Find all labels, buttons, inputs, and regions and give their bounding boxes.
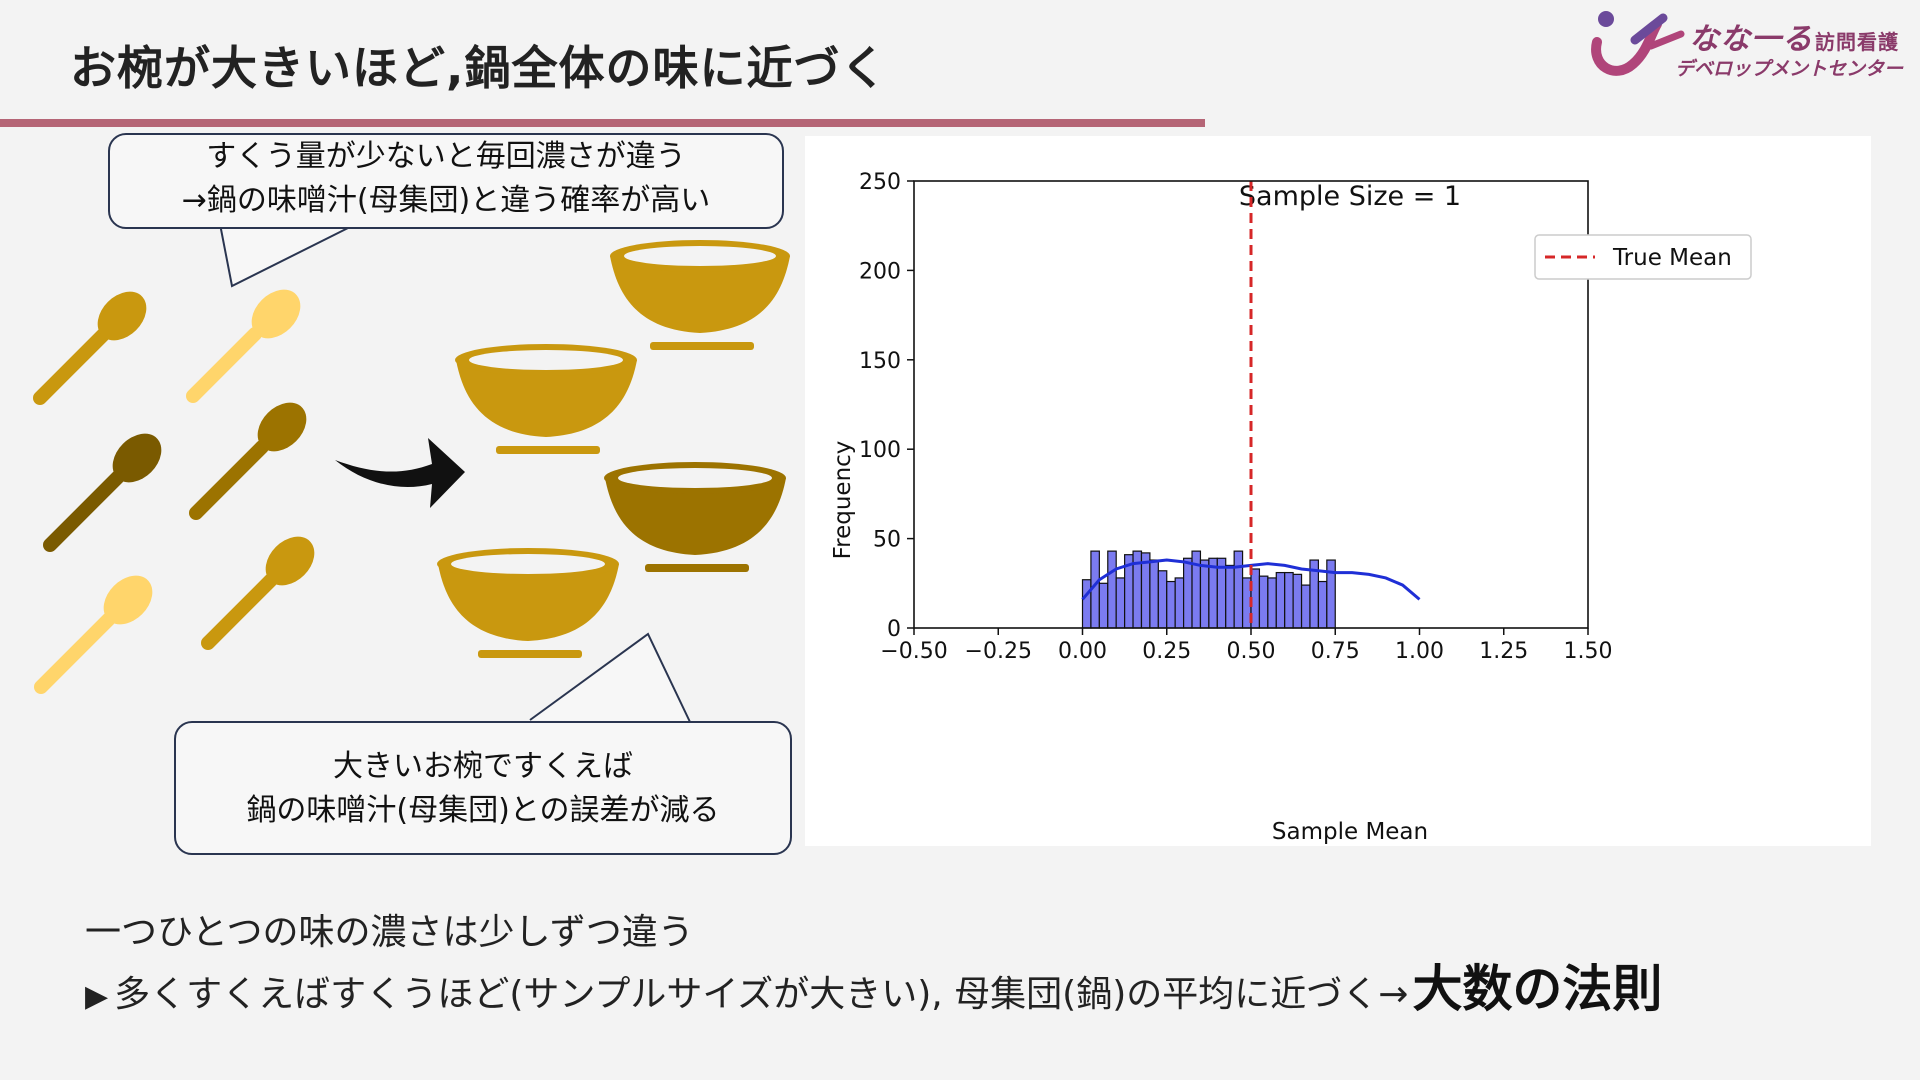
soup-illustration (33, 223, 790, 723)
histogram-panel: Sample Size = 1 Sample Mean Frequency −0… (805, 136, 1871, 846)
histogram-bar (1140, 552, 1151, 629)
bowl-icon (437, 548, 619, 658)
title-underline (0, 119, 1205, 127)
histogram-bar (1081, 579, 1092, 629)
spoon-icon (186, 289, 301, 403)
y-tick-label: 50 (873, 528, 901, 553)
x-tick-label: −0.25 (965, 639, 1032, 664)
chart-title: Sample Size = 1 (1239, 181, 1461, 212)
histogram-bar (1174, 577, 1185, 629)
histogram-bar (1284, 571, 1294, 629)
histogram-bar (1107, 550, 1117, 629)
x-tick-label: 1.00 (1395, 639, 1444, 664)
histogram-bar (1233, 550, 1244, 629)
histogram-bar (1157, 570, 1168, 629)
spoon-icon (189, 402, 307, 520)
callout-line: →鍋の味噌汁(母集団)と違う確率が高い (181, 183, 711, 218)
page-title: お椀が大きいほど,鍋全体の味に近づく (70, 41, 888, 95)
triangle-bullet-icon: ▶ (85, 979, 109, 1014)
histogram-bar (1300, 584, 1311, 629)
note-line-1: 一つひとつの味の濃さは少しずつ違う (85, 912, 694, 953)
company-logo: なな一る 訪問看護 デベロップメントセンター (1585, 6, 1915, 88)
callout-line: すくう量が少ないと毎回濃さが違う (206, 139, 686, 174)
x-tick-label: 0.25 (1142, 639, 1191, 664)
logo-name: なな一る 訪問看護 (1689, 14, 1899, 58)
x-tick-label: 0.50 (1227, 639, 1276, 664)
x-tick-label: 1.25 (1479, 639, 1528, 664)
logo-subtitle: デベロップメントセンター (1675, 58, 1904, 80)
y-axis-label: Frequency (830, 441, 856, 560)
y-tick-label: 250 (859, 170, 901, 195)
histogram-bar (1225, 564, 1235, 629)
note-line-2: ▶ 多くすくえばすくうほど(サンプルサイズが大きい), 母集団(鍋)の平均に近づ… (85, 961, 1662, 1025)
histogram-bar (1292, 573, 1303, 629)
logo-name-main: なな一る (1689, 22, 1813, 57)
histogram-bar (1199, 559, 1210, 629)
spoon-icon (33, 291, 147, 405)
summary-notes: 一つひとつの味の濃さは少しずつ違う ▶ 多くすくえばすくうほど(サンプルサイズが… (85, 905, 1662, 1025)
note-line-2-text: 多くすくえばすくうほど(サンプルサイズが大きい), 母集団(鍋)の平均に近づく→ (114, 974, 1409, 1015)
bowl-icon (610, 240, 790, 350)
logo-mark-icon (1591, 11, 1685, 76)
histogram-bar (1258, 575, 1269, 629)
chart-legend: True Mean (1534, 234, 1752, 280)
x-tick-label: 0.75 (1311, 639, 1360, 664)
legend-box (1534, 234, 1752, 280)
spoon-icon (43, 433, 162, 552)
histogram-bar (1317, 580, 1328, 629)
law-of-large-numbers: 大数の法則 (1412, 960, 1663, 1018)
histogram-bar (1208, 557, 1218, 629)
histogram-chart: Sample Size = 1 Sample Mean Frequency −0… (830, 170, 1752, 845)
histogram-bar (1216, 557, 1227, 629)
x-tick-label: −0.50 (880, 639, 947, 664)
callout-line: 鍋の味噌汁(母集団)との誤差が減る (246, 793, 720, 828)
x-axis-label: Sample Mean (1272, 819, 1428, 845)
spoon-icon (34, 575, 153, 694)
bowl-icon (455, 344, 637, 454)
legend-label: True Mean (1612, 245, 1732, 271)
callout-large-bowl: 大きいお椀ですくえば 鍋の味噌汁(母集団)との誤差が減る (174, 721, 792, 855)
y-tick-label: 100 (859, 438, 901, 463)
callout-small-scoop: すくう量が少ないと毎回濃さが違う →鍋の味噌汁(母集団)と違う確率が高い (108, 133, 784, 229)
histogram-bar (1326, 559, 1336, 629)
logo-name-small: 訪問看護 (1815, 30, 1899, 54)
histogram-bar (1275, 571, 1286, 629)
y-tick-label: 0 (887, 617, 901, 642)
y-tick-label: 200 (859, 259, 901, 284)
histogram-bar (1149, 559, 1159, 629)
bowl-icon (604, 462, 786, 572)
histogram-bar (1098, 582, 1109, 629)
y-tick-label: 150 (859, 349, 901, 374)
x-tick-label: 1.50 (1564, 639, 1613, 664)
arrow-right-icon (335, 438, 465, 508)
callout-line: 大きいお椀ですくえば (333, 749, 633, 784)
histogram-bar (1183, 557, 1193, 629)
histogram-bar (1115, 577, 1126, 629)
spoon-icon (201, 536, 315, 650)
x-tick-label: 0.00 (1058, 639, 1107, 664)
histogram-bar (1267, 577, 1277, 629)
histogram-bar (1166, 580, 1176, 629)
